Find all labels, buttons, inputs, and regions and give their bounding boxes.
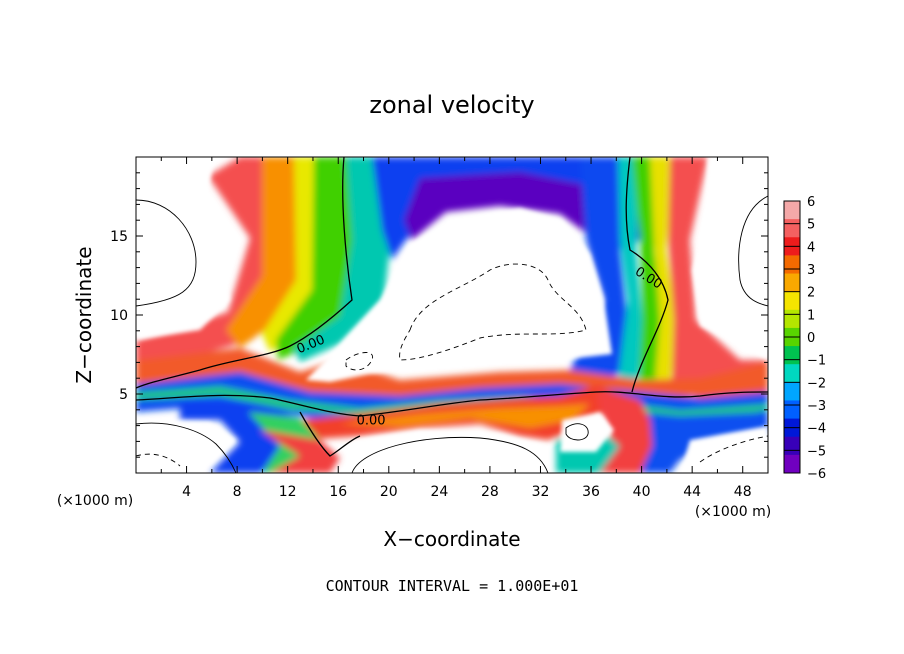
contour-right-outer bbox=[738, 195, 768, 307]
colorbar-swatch bbox=[784, 400, 800, 420]
colorbar-label: −4 bbox=[807, 422, 826, 437]
x-tick-label: 48 bbox=[734, 484, 752, 500]
field-region-right-yellow bbox=[650, 157, 678, 400]
colorbar-swatch bbox=[784, 364, 800, 383]
contour-dashed-bottom-left bbox=[136, 453, 181, 467]
y-tick-label: 10 bbox=[110, 308, 128, 324]
field-region-mid-band-red bbox=[136, 348, 768, 398]
contour-label-text: 0.00 bbox=[357, 413, 386, 428]
contour-interval-note: CONTOUR INTERVAL = 1.000E+01 bbox=[326, 577, 579, 595]
colorbar-swatch bbox=[784, 436, 800, 456]
colorbar-swatch bbox=[784, 255, 800, 275]
x-tick-label: 16 bbox=[329, 484, 347, 500]
x-tick-label: 12 bbox=[279, 484, 297, 500]
x-tick-label: 44 bbox=[683, 484, 701, 500]
y-tick-label: 5 bbox=[119, 387, 128, 403]
field-region-lower-lobe-orange bbox=[340, 404, 590, 428]
field-region-left-jet-green bbox=[276, 157, 360, 360]
field-region-lower-left-red bbox=[260, 430, 340, 473]
x-tick-label: 40 bbox=[633, 484, 651, 500]
colorbar-swatch bbox=[784, 273, 800, 293]
field-region-bottom-right-white bbox=[680, 426, 768, 473]
contour-label: 0.00 bbox=[357, 413, 386, 428]
colorbar-label: −2 bbox=[807, 376, 826, 391]
contour-small-loop bbox=[565, 423, 589, 441]
colorbar-swatch bbox=[784, 219, 800, 238]
field-region-right-cyan bbox=[618, 157, 644, 390]
colorbar-swatch bbox=[784, 346, 800, 365]
colorbar-label: −6 bbox=[807, 467, 826, 482]
field-region-right-red bbox=[668, 157, 768, 400]
contour-dashed-bottom-right bbox=[699, 435, 768, 463]
contour-zero-mid bbox=[136, 391, 768, 417]
field-region-left-jet-cyan bbox=[294, 157, 392, 362]
field-region-left-white bbox=[136, 157, 230, 340]
velocity-field: 0.000.000.00 bbox=[136, 157, 768, 473]
x-tick-label: 28 bbox=[481, 484, 499, 500]
x-tick-label: 36 bbox=[582, 484, 600, 500]
x-unit-right: (×1000 m) bbox=[695, 504, 771, 520]
x-unit-left: (×1000 m) bbox=[57, 493, 133, 509]
x-axis-ticks: 4 8 12 16 20 24 28 32 36 40 44 48 bbox=[160, 157, 752, 500]
y-axis-ticks: 5 10 15 bbox=[110, 172, 768, 458]
x-tick-label: 32 bbox=[532, 484, 550, 500]
contour-zero-lower-left bbox=[299, 411, 361, 457]
colorbar-label: 5 bbox=[807, 218, 815, 233]
colorbar-label: 2 bbox=[807, 286, 815, 301]
y-tick-label: 15 bbox=[110, 229, 128, 245]
x-tick-label: 4 bbox=[182, 484, 191, 500]
field-region-center-white bbox=[306, 208, 612, 382]
field-region-bottom-left-white bbox=[136, 420, 236, 473]
field-region-right-white bbox=[692, 157, 768, 360]
x-axis-label: X−coordinate bbox=[383, 527, 520, 551]
contour-left-outer bbox=[136, 199, 197, 307]
contour-bottom-left bbox=[136, 422, 237, 473]
chart-title: zonal velocity bbox=[369, 91, 534, 119]
colorbar-label: 1 bbox=[807, 308, 815, 323]
colorbar-label: 0 bbox=[807, 331, 815, 346]
contour-zero-left-jet bbox=[136, 157, 353, 389]
contour-zero-right bbox=[625, 157, 669, 393]
x-tick-label: 8 bbox=[233, 484, 242, 500]
contour-bottom-center bbox=[351, 436, 549, 473]
colorbar-label: 3 bbox=[807, 263, 815, 278]
colorbar-swatch bbox=[784, 454, 800, 474]
colorbar-swatch bbox=[784, 291, 800, 311]
field-region-left-jet-orange bbox=[226, 157, 312, 348]
x-tick-label: 24 bbox=[430, 484, 448, 500]
colorbar-label: −1 bbox=[807, 354, 826, 369]
colorbar-swatch bbox=[784, 382, 800, 401]
colorbar-label: 6 bbox=[807, 195, 815, 210]
colorbar-label: −5 bbox=[807, 444, 826, 459]
field-region-right-inner-white bbox=[560, 412, 614, 452]
colorbar-swatch bbox=[784, 309, 800, 329]
colorbar-label: 4 bbox=[807, 240, 815, 255]
x-tick-label: 20 bbox=[380, 484, 398, 500]
contour-dashed-center bbox=[399, 263, 587, 361]
field-region-top-purple bbox=[404, 172, 622, 240]
colorbar: 6 5 4 3 2 1 0 −1 −2 −3 −4 −5 −6 bbox=[783, 195, 826, 482]
colorbar-swatch bbox=[784, 201, 800, 220]
y-axis-label: Z−coordinate bbox=[72, 246, 96, 383]
colorbar-label: −3 bbox=[807, 399, 826, 414]
